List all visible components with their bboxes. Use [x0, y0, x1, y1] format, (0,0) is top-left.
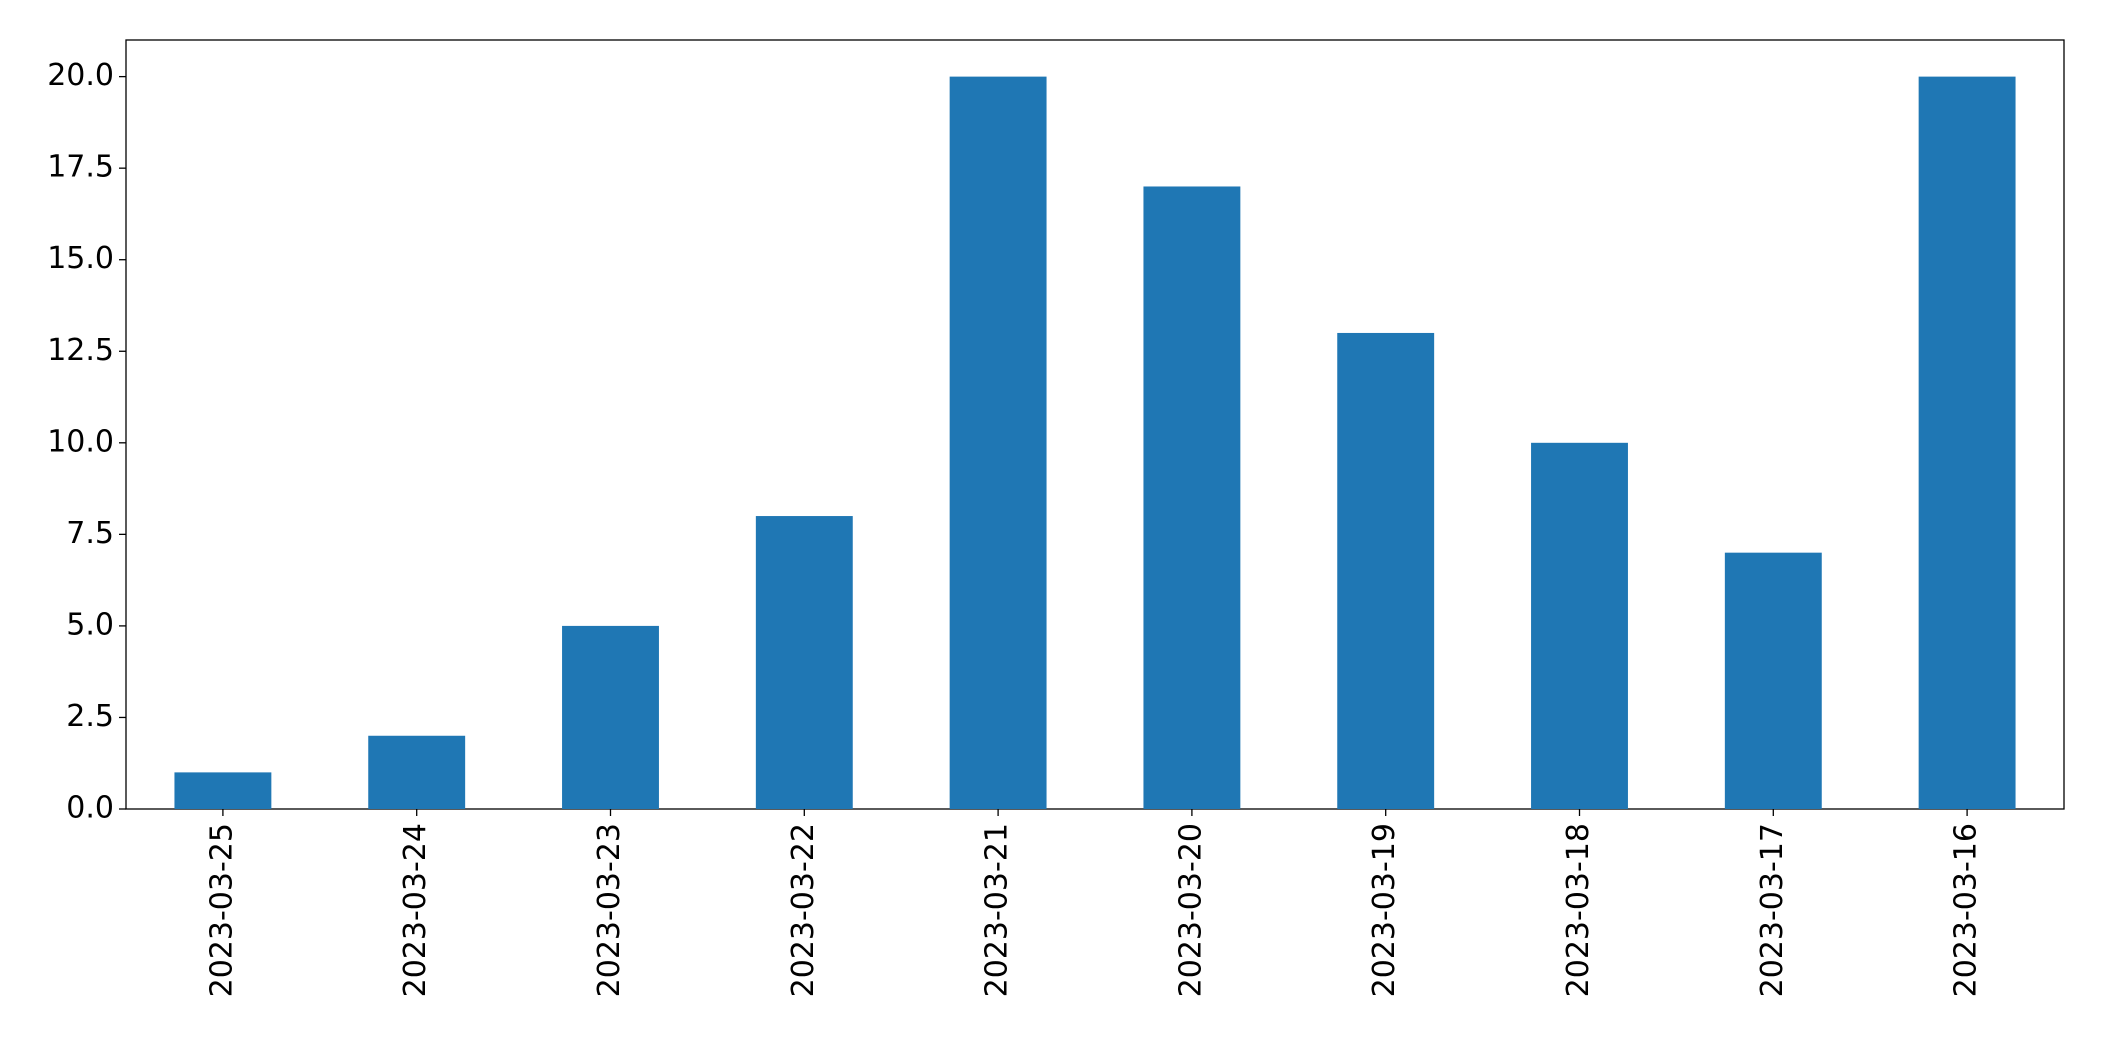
bar [174, 772, 272, 809]
y-tick-label: 0.0 [66, 791, 114, 826]
x-tick-label: 2023-03-22 [786, 823, 821, 997]
bar [1337, 332, 1435, 809]
bar [949, 76, 1047, 810]
x-tick-label: 2023-03-24 [398, 823, 433, 997]
x-tick-label: 2023-03-23 [592, 823, 627, 997]
bar [562, 625, 659, 809]
y-tick-label: 2.5 [66, 699, 114, 734]
bar [1724, 552, 1822, 809]
y-tick-label: 12.5 [47, 333, 114, 368]
x-tick-label: 2023-03-25 [204, 823, 239, 997]
x-tick-label: 2023-03-18 [1561, 823, 1596, 997]
y-tick-label: 10.0 [47, 424, 114, 459]
x-tick-label: 2023-03-19 [1367, 823, 1402, 997]
y-tick-label: 20.0 [47, 58, 114, 93]
y-tick-label: 5.0 [66, 607, 114, 642]
x-tick-label: 2023-03-21 [980, 823, 1015, 997]
x-tick-label: 2023-03-20 [1173, 823, 1208, 997]
y-tick-label: 17.5 [47, 150, 114, 185]
x-tick-label: 2023-03-17 [1755, 823, 1790, 997]
x-tick-label: 2023-03-16 [1949, 823, 1984, 997]
plot-frame [125, 39, 2065, 810]
bar [1531, 442, 1628, 809]
y-tick-label: 15.0 [47, 241, 114, 276]
bar [1918, 76, 2016, 810]
bar [368, 735, 466, 809]
y-tick-label: 7.5 [66, 516, 114, 551]
bar [1143, 186, 1241, 809]
bar [755, 516, 853, 809]
